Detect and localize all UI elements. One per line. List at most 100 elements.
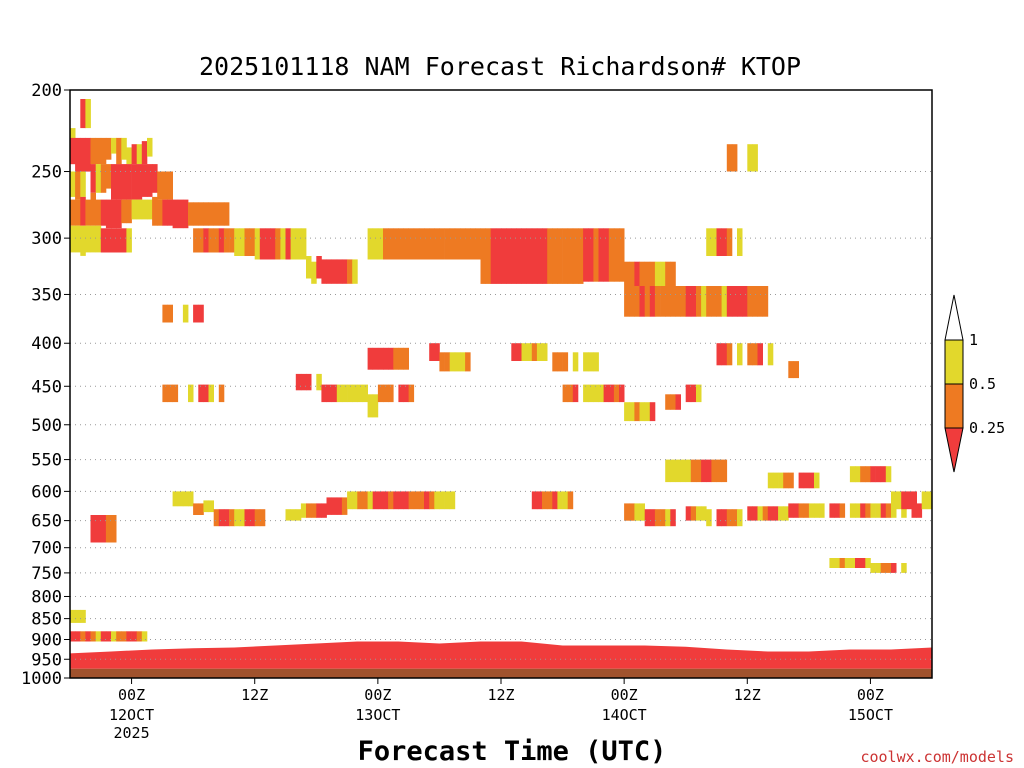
heatmap-cell: [95, 137, 102, 165]
heatmap-cell: [470, 228, 476, 260]
heatmap-cell: [747, 506, 753, 521]
heatmap-cell: [798, 503, 805, 518]
heatmap-cell: [316, 256, 322, 279]
heatmap-cell: [536, 491, 543, 510]
heatmap-cell: [80, 196, 86, 226]
heatmap-cell: [316, 503, 322, 518]
heatmap-cell: [526, 343, 533, 361]
heatmap-cell: [963, 439, 969, 453]
heatmap-cell: [218, 384, 225, 403]
heatmap-cell: [726, 228, 733, 256]
heatmap-cell: [90, 164, 96, 193]
credit-link[interactable]: coolwx.com/models: [860, 748, 1014, 766]
heatmap-cell: [562, 491, 569, 510]
heatmap-cell: [70, 199, 76, 226]
heatmap-cell: [516, 343, 522, 361]
heatmap-cell: [326, 384, 332, 403]
heatmap-cell: [460, 352, 466, 372]
heatmap-cell: [100, 199, 107, 226]
heatmap-cell: [629, 286, 635, 317]
x-tick-label: 00Z: [611, 686, 638, 704]
heatmap-cell: [193, 202, 199, 226]
heatmap-cell: [865, 503, 871, 518]
y-tick-label: 650: [31, 512, 62, 532]
heatmap-cell: [680, 286, 687, 317]
heatmap-cell: [95, 515, 102, 543]
heatmap-cell: [465, 352, 471, 372]
heatmap-cell: [490, 228, 497, 284]
heatmap-cell: [783, 506, 789, 521]
heatmap-cell: [665, 286, 671, 317]
heatmap-cell: [901, 491, 907, 510]
heatmap-cell: [90, 225, 96, 253]
heatmap-cell: [860, 466, 866, 483]
heatmap-cell: [213, 228, 220, 253]
heatmap-cell: [726, 144, 733, 172]
heatmap-cell: [377, 347, 384, 370]
heatmap-cell: [665, 394, 671, 410]
heatmap-cell: [126, 147, 132, 165]
heatmap-cell: [885, 466, 892, 483]
heatmap-cell: [680, 459, 687, 483]
heatmap-cell: [953, 189, 959, 220]
heatmap-cell: [634, 402, 640, 422]
heatmap-cell: [937, 189, 943, 220]
heatmap-cell: [593, 384, 599, 403]
heatmap-cell: [249, 509, 256, 527]
heatmap-cell: [562, 384, 569, 403]
heatmap-cell: [721, 286, 728, 317]
heatmap-cell: [716, 286, 722, 317]
heatmap-cell: [788, 503, 794, 518]
heatmap-cell: [162, 384, 168, 403]
heatmap-cell: [126, 631, 132, 642]
y-tick-label: 250: [31, 163, 62, 183]
heatmap-cell: [352, 384, 358, 403]
heatmap-cell: [193, 228, 199, 253]
heatmap-cell: [439, 491, 445, 510]
heatmap-cell: [203, 228, 209, 253]
heatmap-cell: [223, 509, 230, 527]
heatmap-cell: [105, 199, 112, 229]
heatmap-cell: [377, 228, 384, 260]
heatmap-cell: [670, 459, 676, 483]
heatmap-cell: [321, 503, 327, 518]
heatmap-cell: [778, 472, 784, 489]
heatmap-cell: [767, 472, 774, 489]
ground-surface: [70, 668, 932, 678]
heatmap-cell: [388, 228, 394, 260]
heatmap-cell: [383, 347, 389, 370]
heatmap-cell: [926, 491, 932, 510]
heatmap-cell: [983, 558, 989, 568]
heatmap-cell: [70, 137, 76, 165]
heatmap-cell: [767, 506, 774, 521]
heatmap-cell: [152, 164, 158, 193]
heatmap-cell: [229, 509, 235, 527]
heatmap-cell: [290, 509, 297, 521]
heatmap-cell: [706, 459, 712, 483]
heatmap-cell: [326, 497, 332, 515]
heatmap-cell: [932, 439, 938, 453]
heatmap-cell: [403, 384, 409, 403]
heatmap-cell: [95, 164, 102, 193]
heatmap-cell: [131, 199, 138, 220]
y-tick-label: 850: [31, 610, 62, 630]
heatmap-cell: [485, 228, 492, 284]
heatmap-cell: [398, 491, 404, 510]
y-tick-label: 200: [31, 81, 62, 101]
heatmap-cell: [706, 286, 712, 317]
heatmap-cell: [105, 164, 112, 189]
heatmap-cell: [80, 137, 86, 172]
heatmap-cell: [685, 506, 692, 521]
heatmap-cell: [70, 225, 76, 253]
heatmap-cell: [896, 491, 902, 510]
heatmap-cell: [341, 259, 348, 284]
heatmap-cell: [80, 171, 86, 197]
heatmap-cell: [223, 202, 230, 226]
heatmap-cell: [90, 631, 96, 642]
heatmap-cell: [167, 384, 173, 403]
heatmap-cell: [860, 558, 866, 568]
colorbar-legend: 0.25 0.5 1: [944, 294, 1005, 473]
heatmap-cell: [408, 491, 415, 510]
y-tick-label: 350: [31, 286, 62, 306]
heatmap-cell: [208, 202, 214, 226]
